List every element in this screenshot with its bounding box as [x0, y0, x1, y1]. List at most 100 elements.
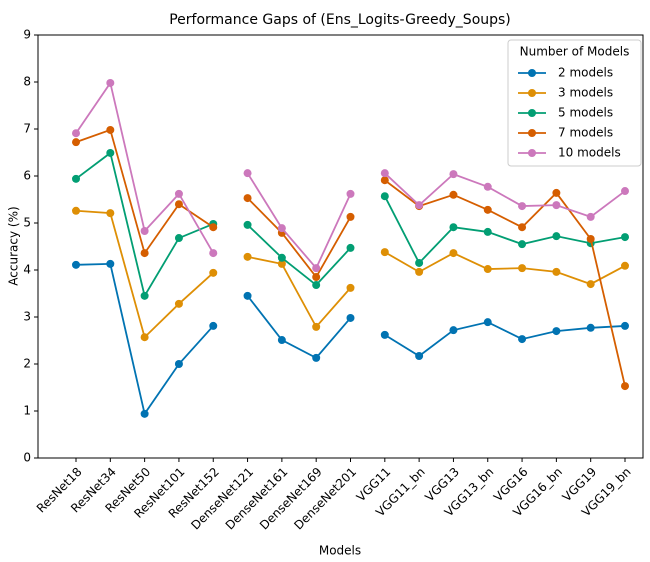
- line: [246, 295, 352, 360]
- point: [174, 189, 183, 198]
- point: [449, 190, 458, 199]
- point: [449, 249, 458, 258]
- point: [586, 323, 595, 332]
- point: [312, 322, 321, 331]
- line: [384, 179, 626, 387]
- plot-frame: [37, 34, 644, 459]
- point: [552, 267, 561, 276]
- point: [621, 321, 629, 330]
- line: [246, 197, 352, 279]
- point: [518, 240, 527, 249]
- point: [209, 223, 218, 232]
- line: [384, 251, 626, 286]
- point: [277, 336, 286, 345]
- line: [246, 172, 352, 270]
- legend-label: 10 models: [558, 146, 621, 160]
- point: [72, 174, 80, 183]
- point: [72, 260, 80, 269]
- point: [243, 169, 252, 178]
- point: [312, 273, 321, 282]
- point: [586, 212, 595, 221]
- point: [243, 194, 252, 203]
- point: [106, 125, 115, 134]
- point: [483, 318, 492, 327]
- point: [106, 209, 115, 218]
- point: [552, 188, 561, 197]
- point: [346, 313, 355, 322]
- line: [384, 321, 626, 358]
- point: [312, 281, 321, 290]
- legend-label: 3 models: [558, 86, 613, 100]
- y-tick-label: 4: [23, 263, 31, 277]
- point: [552, 232, 561, 241]
- point: [518, 335, 527, 344]
- point: [518, 202, 527, 211]
- line: [247, 255, 352, 329]
- point: [277, 253, 286, 262]
- point: [243, 252, 252, 261]
- y-tick-label: 9: [23, 28, 31, 42]
- point: [243, 291, 252, 300]
- point: [312, 353, 321, 362]
- point: [552, 327, 561, 336]
- legend-marker: [528, 129, 536, 137]
- point: [140, 249, 149, 258]
- legend-label: 7 models: [558, 126, 613, 140]
- legend-marker: [528, 89, 536, 97]
- point: [106, 148, 115, 157]
- point: [518, 264, 527, 273]
- point: [586, 234, 595, 243]
- x-tick-label: DenseNet201: [291, 465, 359, 533]
- point: [415, 352, 424, 361]
- line: [384, 195, 626, 265]
- point: [449, 223, 458, 232]
- point: [346, 212, 355, 221]
- x-axis-label: Models: [319, 544, 361, 558]
- point: [621, 233, 629, 242]
- point: [483, 265, 492, 274]
- point: [106, 78, 115, 87]
- y-tick-label: 3: [23, 310, 31, 324]
- y-tick-label: 1: [23, 404, 31, 418]
- point: [140, 291, 149, 300]
- point: [140, 409, 149, 418]
- point: [621, 187, 629, 196]
- point: [621, 261, 629, 270]
- point: [174, 360, 183, 368]
- line: [246, 224, 352, 287]
- point: [209, 268, 218, 277]
- point: [449, 326, 458, 335]
- y-tick-label: 8: [23, 75, 31, 89]
- point: [415, 201, 424, 210]
- point: [72, 129, 80, 138]
- legend-label: 2 models: [558, 66, 613, 80]
- point: [483, 227, 492, 236]
- point: [586, 280, 595, 289]
- legend-marker: [528, 69, 536, 77]
- point: [140, 333, 149, 342]
- point: [106, 259, 115, 268]
- point: [415, 258, 424, 267]
- point: [277, 259, 286, 268]
- point: [346, 283, 355, 292]
- point: [140, 226, 149, 235]
- point: [380, 192, 389, 201]
- point: [174, 299, 183, 308]
- point: [209, 249, 218, 258]
- line: [75, 151, 214, 299]
- line: [384, 172, 626, 218]
- point: [483, 182, 492, 191]
- point: [346, 189, 355, 198]
- point: [621, 382, 629, 391]
- point: [415, 267, 424, 276]
- legend-marker: [528, 149, 536, 157]
- legend-marker: [528, 109, 536, 117]
- point: [518, 223, 527, 232]
- point: [209, 321, 218, 330]
- y-tick-label: 5: [23, 216, 31, 230]
- point: [380, 330, 389, 339]
- point: [449, 170, 458, 179]
- legend-box: [507, 39, 642, 167]
- point: [174, 234, 183, 243]
